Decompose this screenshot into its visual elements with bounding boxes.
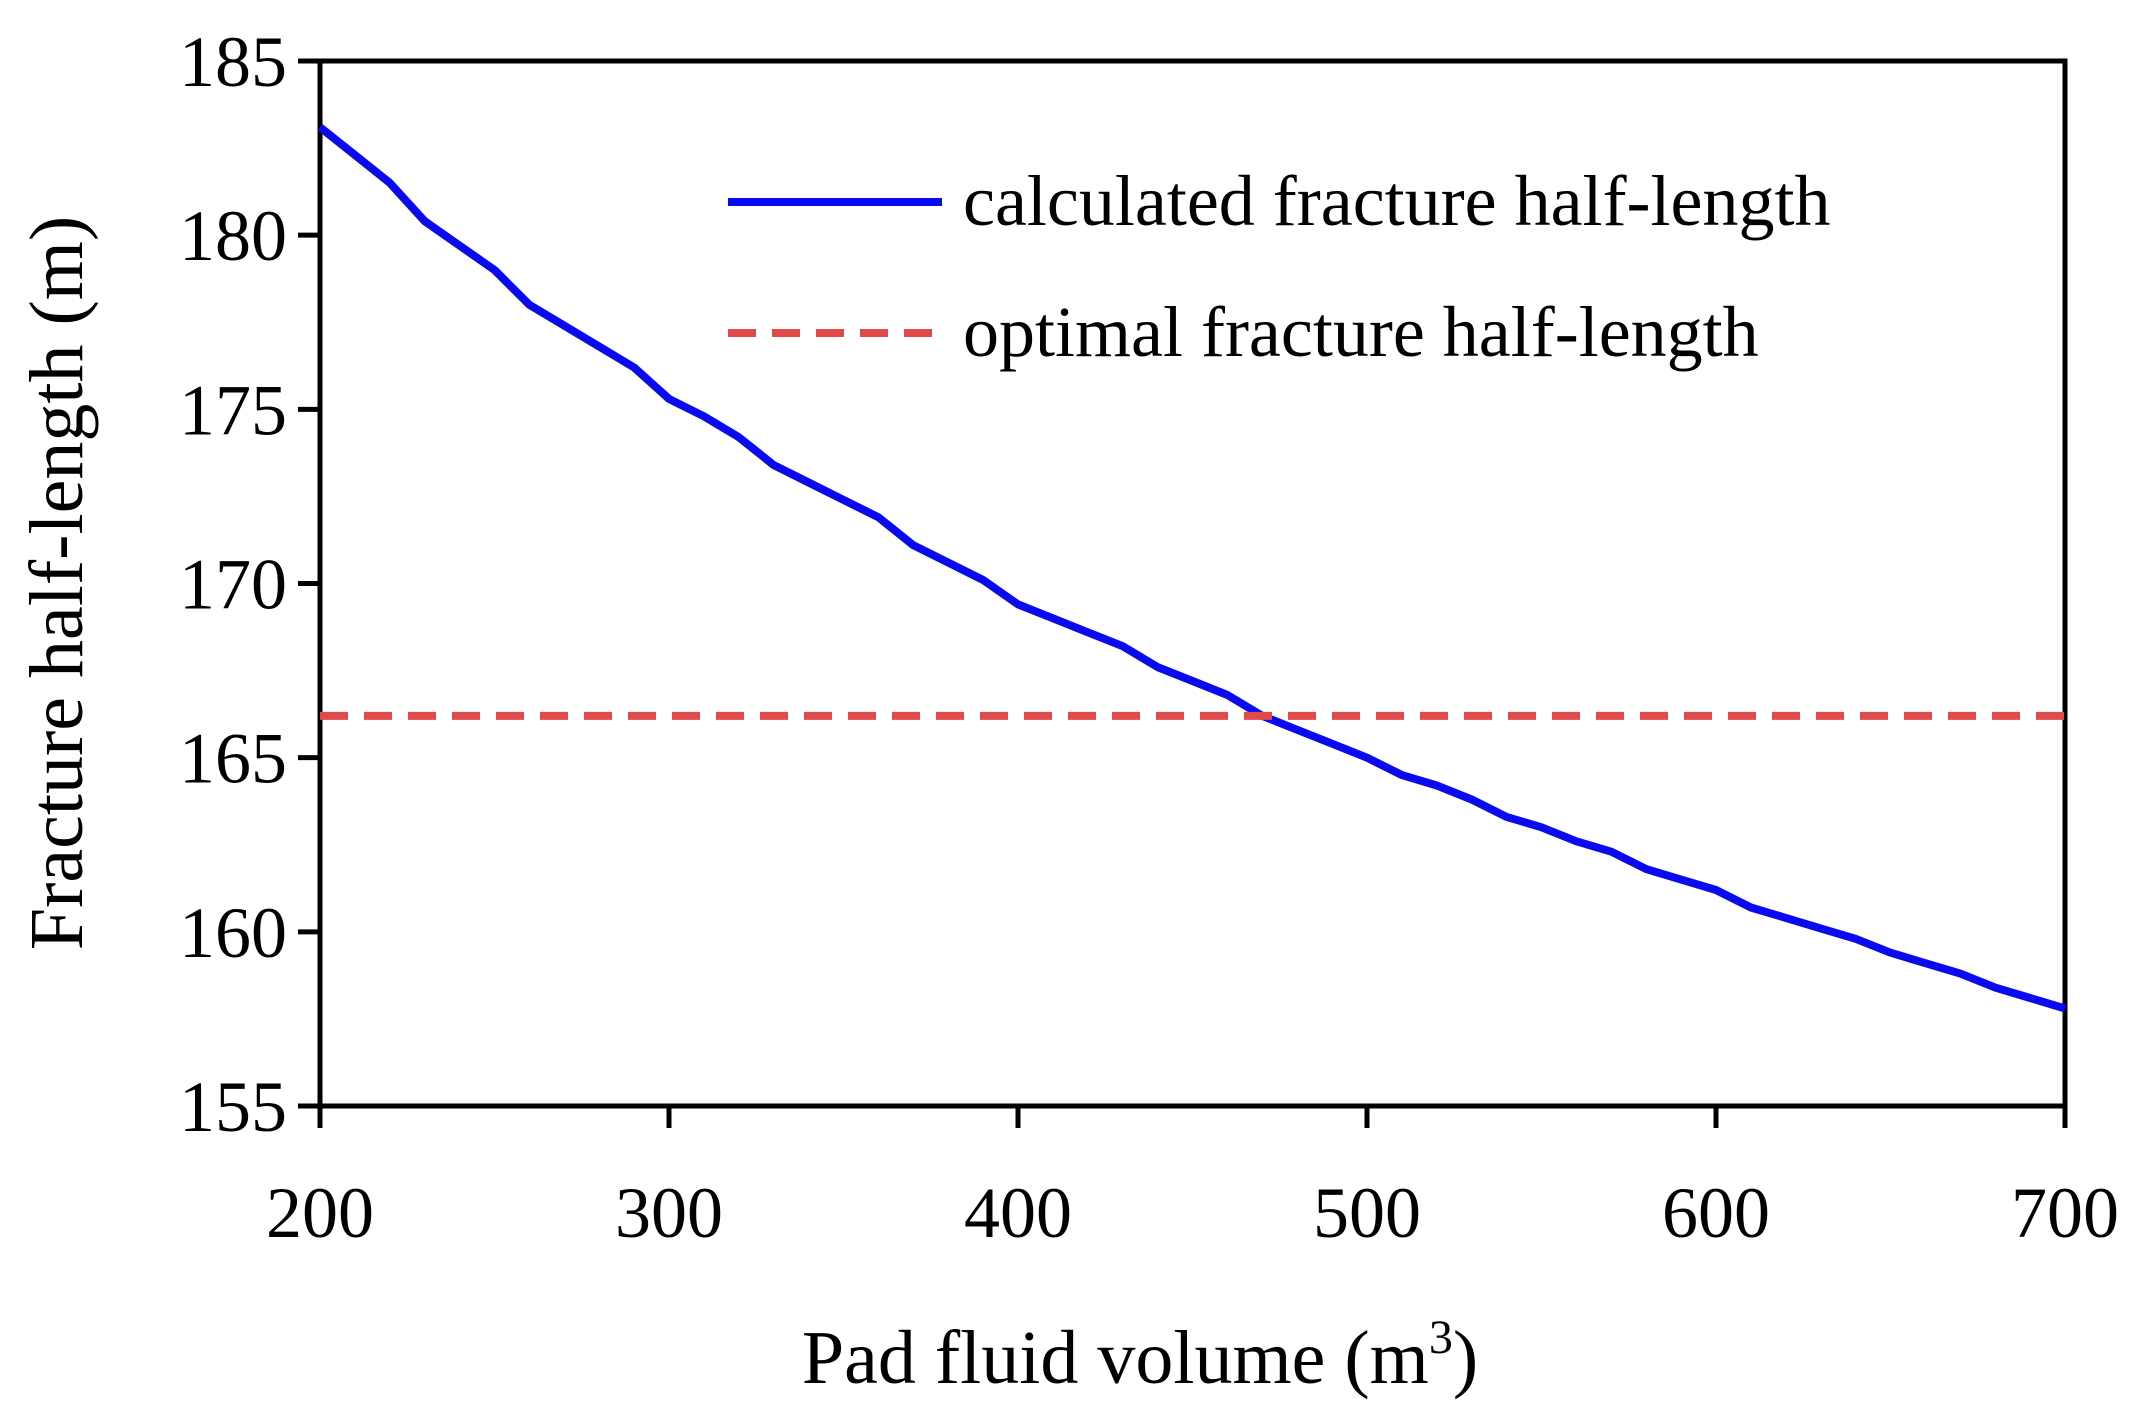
y-tick-label-165: 165 — [179, 719, 287, 799]
y-tick-label-170: 170 — [179, 545, 287, 625]
x-axis-label-superscript: 3 — [1429, 1311, 1453, 1364]
series-line-calculated — [317, 124, 2067, 1013]
legend-label-optimal: optimal fracture half-length — [963, 292, 1759, 372]
x-axis-label: Pad fluid volume (m3) — [802, 1311, 1478, 1400]
legend: calculated fracture half-length optimal … — [728, 161, 1830, 372]
y-tick-label-155: 155 — [179, 1067, 287, 1147]
y-tick-label-180: 180 — [179, 196, 287, 276]
x-tick-label-200: 200 — [266, 1173, 374, 1253]
x-tick-label-600: 600 — [1662, 1173, 1770, 1253]
x-tick-label-300: 300 — [615, 1173, 723, 1253]
legend-label-calculated: calculated fracture half-length — [963, 161, 1830, 241]
y-tick-label-160: 160 — [179, 893, 287, 973]
x-tick-label-500: 500 — [1313, 1173, 1421, 1253]
series-layer — [317, 124, 2067, 1013]
x-axis-ticks: 200 300 400 500 600 700 — [266, 1106, 2119, 1253]
y-axis-label: Fracture half-length (m) — [15, 216, 99, 950]
x-axis-label-close: ) — [1453, 1316, 1478, 1400]
y-tick-label-175: 175 — [179, 370, 287, 450]
y-tick-label-185: 185 — [179, 22, 287, 102]
x-tick-label-400: 400 — [964, 1173, 1072, 1253]
x-tick-label-700: 700 — [2011, 1173, 2119, 1253]
y-axis-ticks: 155 160 165 170 175 180 185 — [179, 22, 320, 1147]
x-axis-label-main: Pad fluid volume (m — [802, 1316, 1429, 1400]
